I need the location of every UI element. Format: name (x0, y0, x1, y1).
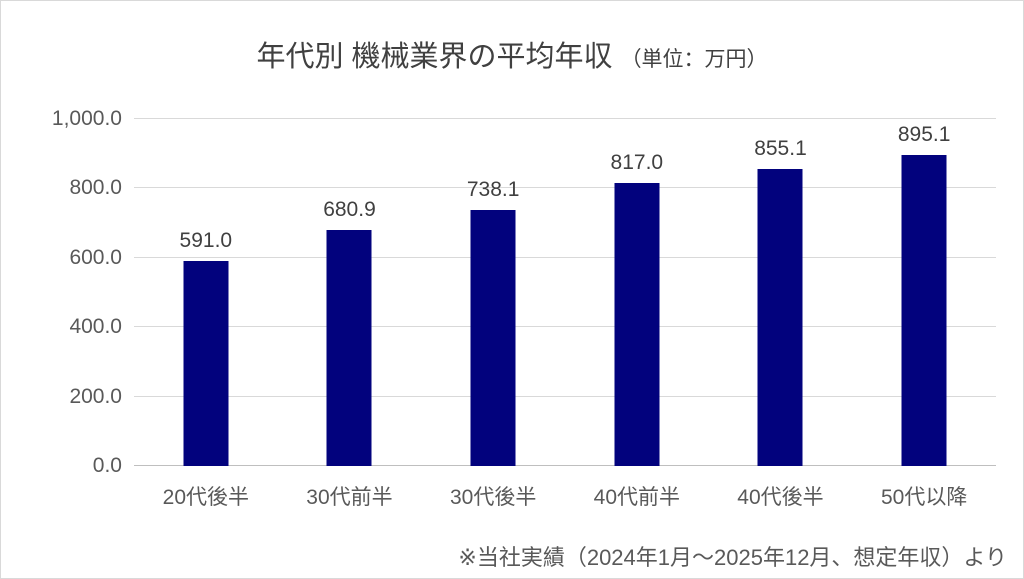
y-axis: 0.0 200.0 400.0 600.0 800.0 1,000.0 (1, 107, 122, 477)
gridline (134, 395, 996, 397)
bar-50代以降 (901, 155, 947, 466)
x-axis-line (134, 465, 996, 466)
y-tick-label: 0.0 (92, 454, 122, 477)
gridline (134, 187, 996, 189)
chart-title-unit: （単位：万円） (620, 48, 768, 71)
chart-title-main: 年代別 機械業界の平均年収 (256, 41, 613, 73)
x-category-label: 40代後半 (737, 486, 824, 509)
bar-value-label: 680.9 (323, 197, 376, 221)
plot-area: 591.0 680.9 738.1 817.0 855.1 895.1 (134, 118, 996, 466)
x-category-label: 30代前半 (306, 486, 393, 509)
y-tick-label: 1,000.0 (51, 107, 122, 130)
bar-slot: 680.9 (278, 119, 422, 466)
y-tick-label: 800.0 (69, 176, 122, 200)
bar-slot: 591.0 (134, 119, 278, 466)
x-category-label: 30代後半 (449, 486, 537, 509)
x-category-label: 20代後半 (162, 486, 249, 509)
chart-title: 年代別 機械業界の平均年収 （単位：万円） (1, 33, 1023, 84)
gridline (134, 118, 996, 119)
bar-slot: 895.1 (852, 119, 996, 466)
bar-value-label: 855.1 (754, 137, 807, 161)
bar-40代前半 (614, 182, 660, 466)
bar-slot: 738.1 (421, 119, 565, 466)
bar-30代前半 (326, 229, 372, 466)
bar-value-label: 738.1 (466, 177, 520, 201)
bar-slot: 855.1 (709, 119, 853, 466)
x-category-label: 40代前半 (593, 486, 680, 509)
gridline (134, 326, 996, 328)
y-tick-label: 200.0 (69, 384, 122, 408)
source-note: ※当社実績（2024年1月～2025年12月、想定年収）より (458, 545, 1007, 570)
bar-30代後半 (470, 209, 516, 466)
bar-slot: 817.0 (565, 119, 709, 466)
y-tick-label: 600.0 (69, 245, 122, 269)
bar-20代後半 (183, 260, 229, 466)
bar-value-label: 817.0 (610, 150, 664, 174)
x-axis: 20代後半 30代前半 30代後半 40代前半 40代後半 50代以降 (134, 483, 996, 513)
bar-value-label: 895.1 (897, 123, 951, 147)
x-category-label: 50代以降 (880, 486, 968, 509)
bar-value-label: 591.0 (179, 228, 233, 252)
bar-40代後半 (757, 169, 803, 466)
y-tick-label: 400.0 (69, 315, 122, 339)
gridline (134, 256, 996, 258)
